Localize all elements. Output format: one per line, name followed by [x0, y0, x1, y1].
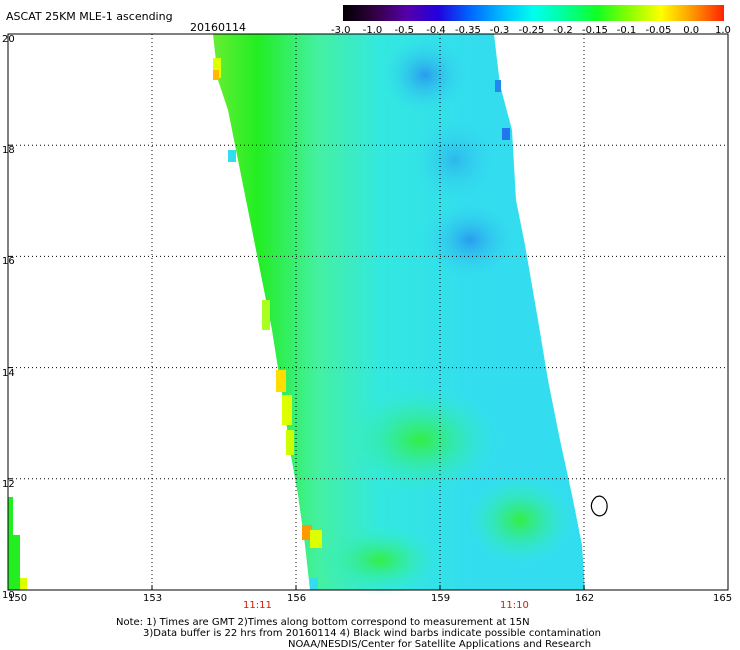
- time-label-left: 11:11: [243, 600, 272, 611]
- lat-tick-label: 10: [2, 590, 15, 601]
- lon-tick-label: 162: [575, 593, 595, 604]
- swath-green-region: [465, 475, 575, 565]
- colorbar-segment: [470, 5, 502, 21]
- swath-edge-pixel: [310, 578, 318, 590]
- island-outline: [590, 495, 608, 517]
- lon-tick-label: 159: [431, 593, 451, 604]
- swath-blue-region: [380, 35, 470, 115]
- colorbar-segment: [533, 5, 566, 21]
- colorbar-tick-label: 1.0: [715, 25, 731, 36]
- swath-edge-pixel: [502, 128, 510, 140]
- swath-blue-region: [420, 200, 520, 280]
- colorbar-tick-label: -0.5: [394, 25, 415, 36]
- map-date: 20160114: [190, 21, 246, 34]
- lon-tick-label: 156: [287, 593, 307, 604]
- swath-edge-pixel: [20, 578, 27, 590]
- map-title: ASCAT 25KM MLE-1 ascending: [6, 10, 173, 23]
- colorbar-segment: [501, 5, 534, 21]
- swath-edge-pixel: [495, 80, 501, 92]
- colorbar-segment: [406, 5, 439, 21]
- note-line-3: NOAA/NESDIS/Center for Satellite Applica…: [288, 639, 592, 650]
- colorbar-segment: [374, 5, 407, 21]
- colorbar-tick-label: -0.2: [553, 25, 573, 36]
- swath-edge-pixel: [213, 70, 219, 80]
- swath-edge-pixel: [228, 150, 236, 162]
- note-line-2: 3)Data buffer is 22 hrs from 20160114 4)…: [143, 628, 601, 639]
- colorbar-tick-label: -0.35: [455, 25, 481, 36]
- colorbar-segment: [628, 5, 661, 21]
- swath-small: [8, 497, 27, 590]
- colorbar-tick-label: 0.0: [683, 25, 700, 36]
- lon-tick-label: 150: [8, 593, 28, 604]
- lon-tick-label: 165: [713, 593, 733, 604]
- swath-edge-pixel: [310, 530, 322, 548]
- colorbar-tick-label: -0.4: [426, 25, 446, 36]
- colorbar-segment: [565, 5, 597, 21]
- lat-tick-label: 18: [2, 145, 15, 157]
- colorbar-tick-label: -0.15: [582, 25, 608, 36]
- lat-tick-label: 14: [2, 367, 15, 379]
- swath-edge-pixel: [213, 58, 221, 78]
- swath-edge-pixel: [276, 370, 286, 392]
- swath-blue-region: [410, 115, 500, 205]
- colorbar-tick-label: -0.25: [518, 25, 545, 36]
- colorbar-segment: [692, 5, 724, 21]
- swath-green-region: [320, 525, 440, 595]
- swath-green-region: [340, 385, 500, 495]
- colorbar-tick-label: -1.0: [362, 25, 383, 36]
- colorbar-segment: [660, 5, 693, 21]
- colorbar-tick-label: -3.0: [331, 25, 351, 36]
- time-label-right: 11:10: [500, 600, 529, 611]
- lon-tick-label: 153: [143, 593, 163, 604]
- axis-ticks: [7, 33, 729, 591]
- colorbar-tick-label: -0.05: [645, 25, 672, 36]
- colorbar-segment: [438, 5, 470, 21]
- swath-edge-pixel: [282, 395, 292, 425]
- colorbar-segment: [343, 5, 375, 21]
- lat-tick-label: 20: [2, 34, 15, 45]
- lat-tick-label: 16: [2, 256, 15, 268]
- colorbar-segment: [597, 5, 629, 21]
- note-line-1: Note: 1) Times are GMT 2)Times along bot…: [116, 617, 530, 628]
- grid-lines: [8, 34, 728, 590]
- colorbar-tick-label: -0.1: [616, 25, 637, 36]
- swath-edge-pixel: [286, 430, 294, 455]
- colorbar: [343, 5, 724, 21]
- swath-edge-pixel: [302, 525, 312, 540]
- map-frame: [7, 33, 729, 591]
- lat-tick-label: 12: [2, 478, 15, 490]
- swath-edge-pixel: [262, 300, 270, 330]
- colorbar-tick-label: -0.3: [489, 25, 510, 36]
